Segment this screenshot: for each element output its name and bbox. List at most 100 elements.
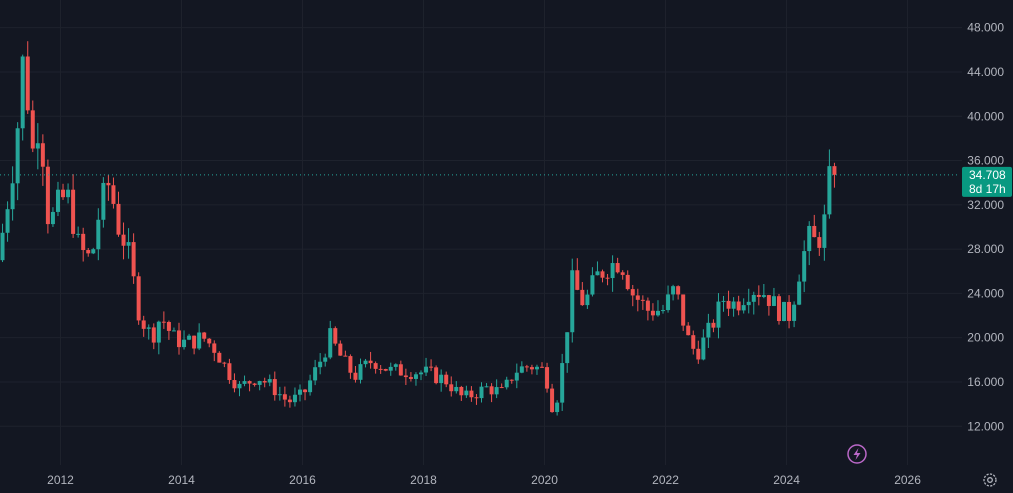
candle-body: [459, 386, 464, 396]
x-tick-label: 2018: [410, 473, 437, 487]
candle-body: [222, 362, 227, 364]
price-axis[interactable]: 12.000 16.000 20.000 24.000 28.000 32.000 36.0…: [967, 21, 1004, 434]
candle-body: [534, 366, 539, 370]
candle-body: [187, 335, 192, 340]
candle-body: [368, 360, 373, 364]
candle-body: [156, 321, 161, 343]
candle-body: [212, 343, 217, 353]
x-tick-label: 2022: [652, 473, 679, 487]
candle-body: [499, 387, 504, 389]
candle-body: [303, 389, 308, 393]
candle-body: [792, 304, 797, 321]
candles[interactable]: [0, 41, 837, 416]
candle-body: [661, 310, 666, 312]
candle-body: [595, 271, 600, 276]
candle-body: [45, 166, 50, 225]
y-tick-label: 48.000: [967, 21, 1004, 35]
candle-body: [509, 379, 514, 381]
candle-body: [504, 379, 509, 388]
candle-body: [348, 356, 353, 373]
candle-body: [247, 381, 252, 384]
candle-body: [297, 389, 302, 395]
candle-body: [257, 381, 262, 385]
settings-button[interactable]: [983, 473, 997, 487]
candle-body: [570, 270, 575, 333]
candle-body: [429, 366, 434, 368]
candle-body: [787, 301, 792, 321]
candle-body: [20, 56, 25, 129]
candle-body: [706, 322, 711, 338]
candle-body: [424, 366, 429, 373]
candle-body: [766, 295, 771, 306]
candle-body: [363, 360, 368, 365]
candle-body: [736, 301, 741, 311]
candle-body: [489, 386, 494, 395]
candle-body: [287, 399, 292, 403]
candle-body: [161, 321, 166, 323]
candle-body: [560, 363, 565, 403]
candle-body: [550, 388, 555, 413]
candle-body: [484, 386, 489, 388]
candle-body: [655, 310, 660, 316]
candle-body: [514, 372, 519, 381]
candle-body: [615, 263, 620, 273]
candle-body: [227, 363, 232, 381]
candle-body: [333, 328, 338, 344]
candle-body: [413, 374, 418, 379]
y-tick-label: 16.000: [967, 375, 1004, 389]
y-tick-label: 24.000: [967, 286, 1004, 300]
candle-body: [151, 327, 156, 343]
x-tick-label: 2026: [894, 473, 921, 487]
x-tick-label: 2014: [168, 473, 195, 487]
candle-body: [40, 143, 45, 167]
x-tick-label: 2016: [289, 473, 316, 487]
flash-icon-ring: [847, 444, 867, 464]
candle-body: [272, 379, 277, 396]
flash-button[interactable]: [847, 444, 867, 464]
candle-body: [600, 271, 605, 278]
candle-body: [605, 277, 610, 279]
candle-body: [479, 386, 484, 399]
candle-body: [267, 379, 272, 383]
candle-body: [439, 374, 444, 384]
candle-body: [434, 367, 439, 384]
candle-body: [292, 394, 297, 403]
candle-body: [449, 384, 454, 392]
candle-body: [676, 286, 681, 295]
candle-body: [474, 397, 479, 399]
candle-body: [731, 301, 736, 309]
x-tick-label: 2012: [47, 473, 74, 487]
candle-body: [388, 366, 393, 371]
candle-body: [590, 275, 595, 295]
candle-body: [701, 337, 706, 360]
candle-body: [81, 233, 86, 251]
candle-body: [101, 182, 106, 220]
candle-body: [832, 166, 837, 175]
flash-icon: [853, 448, 861, 460]
candle-body: [802, 251, 807, 282]
candle-body: [192, 335, 197, 349]
candle-body: [585, 294, 590, 306]
x-tick-label: 2020: [531, 473, 558, 487]
candle-body: [545, 367, 550, 389]
y-tick-label: 44.000: [967, 65, 1004, 79]
candle-body: [666, 294, 671, 311]
candle-body: [812, 225, 817, 238]
candle-body: [126, 242, 131, 246]
candle-body: [217, 352, 222, 363]
time-axis[interactable]: 2012 2014 2016 2018 2020 2022 2024 2026: [47, 473, 921, 487]
candle-body: [650, 310, 655, 316]
candle-body: [575, 270, 580, 290]
candle-body: [454, 386, 459, 392]
candle-body: [378, 368, 383, 370]
candle-body: [10, 183, 15, 210]
y-tick-label: 20.000: [967, 331, 1004, 345]
candle-body: [681, 294, 686, 326]
bar-countdown-label: 8d 17h: [969, 182, 1006, 196]
candle-body: [66, 189, 71, 198]
candle-body: [373, 363, 378, 369]
candle-body: [726, 300, 731, 309]
candle-body: [393, 364, 398, 367]
